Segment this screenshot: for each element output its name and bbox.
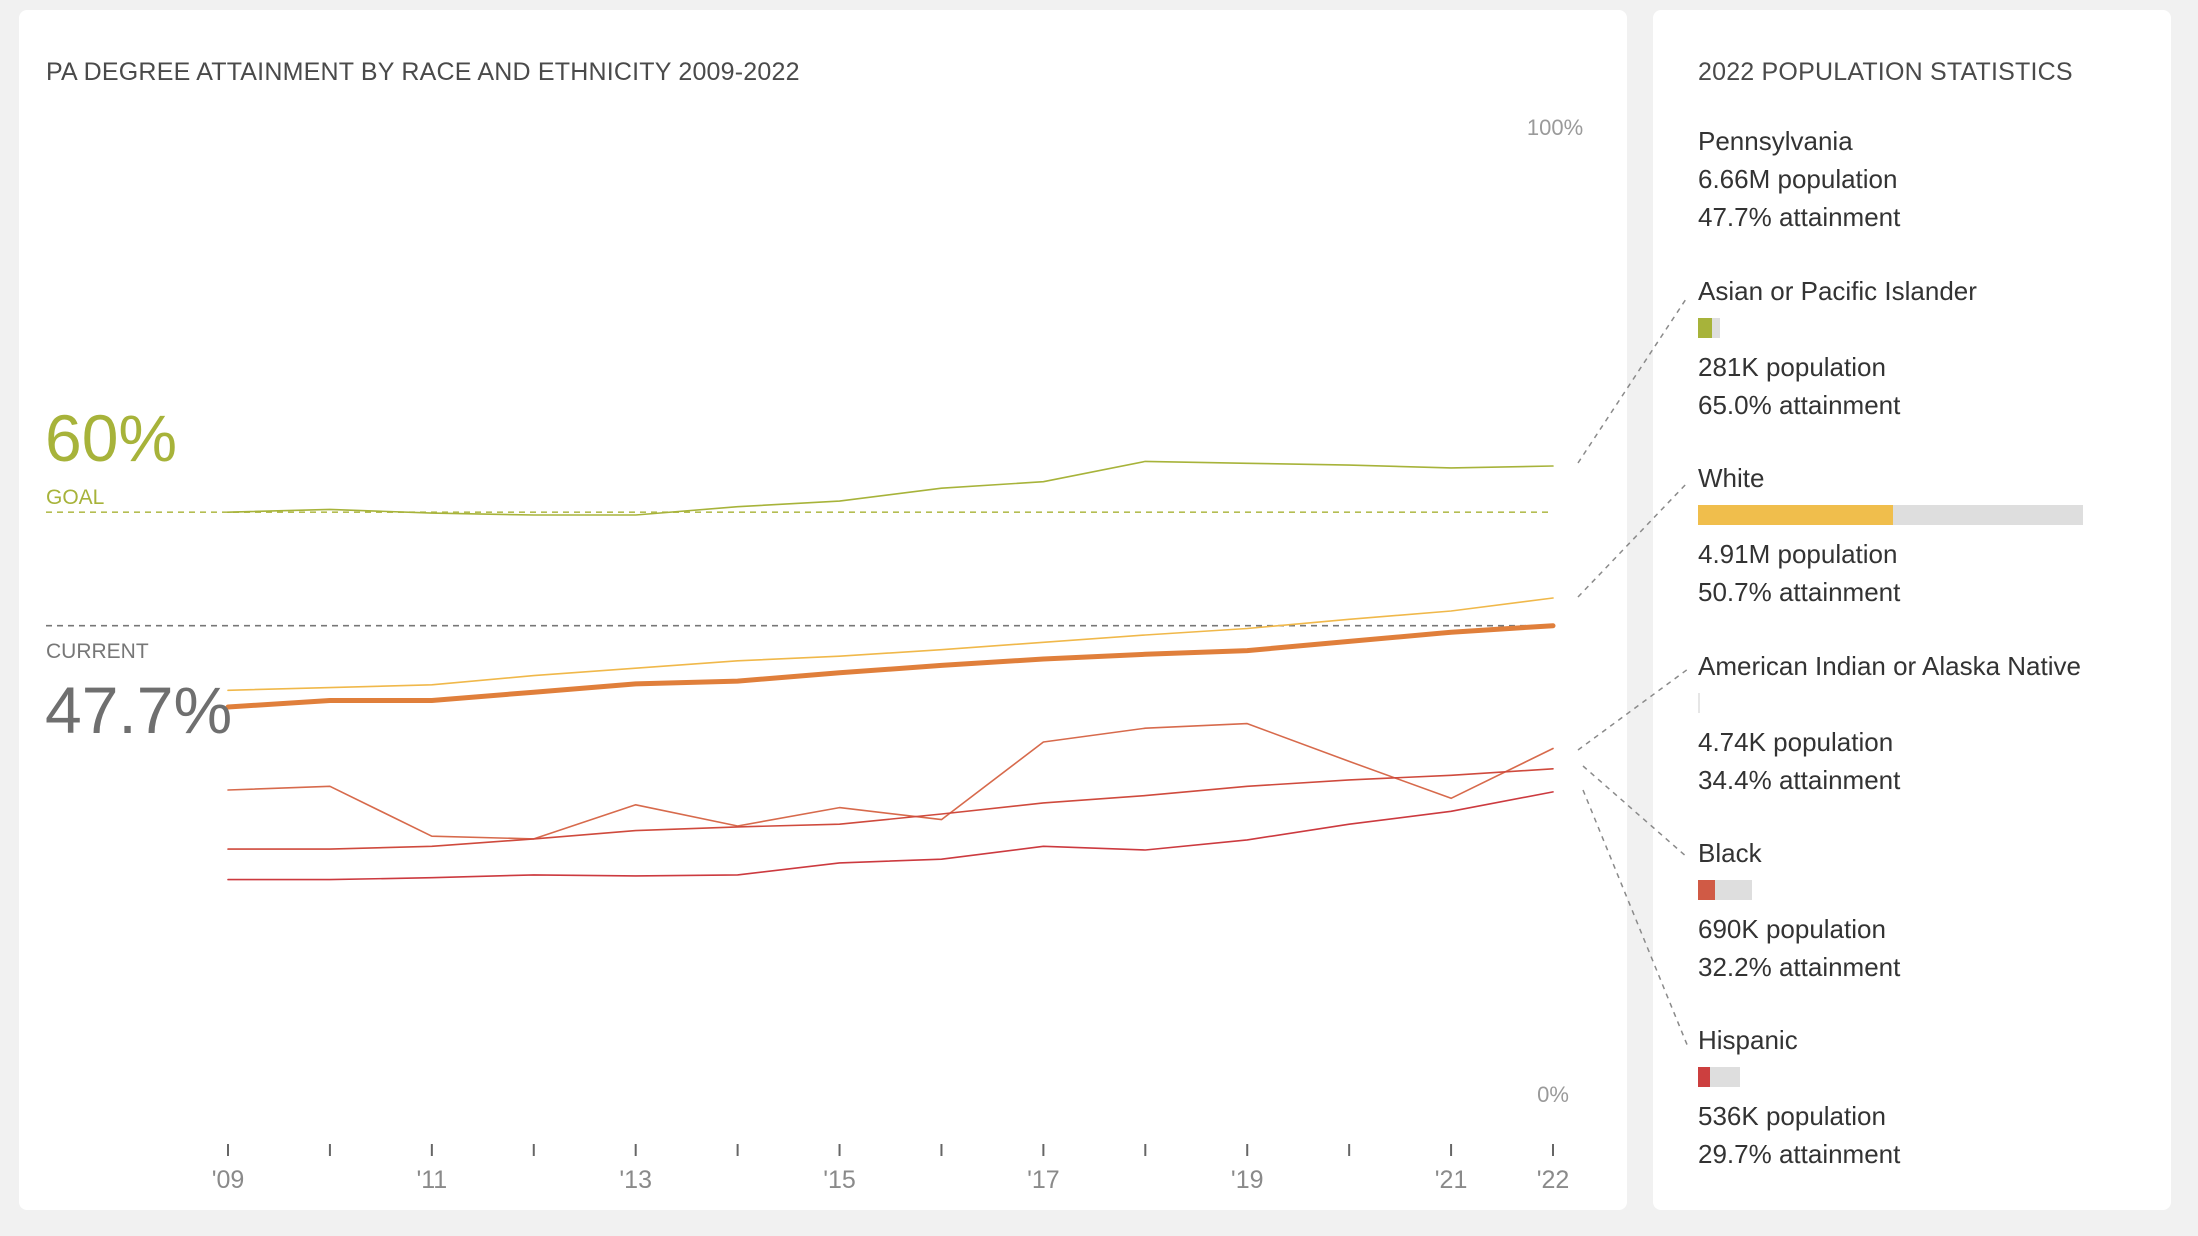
stat-name: Black xyxy=(1698,838,1762,868)
attainment-bar-fill xyxy=(1698,880,1716,900)
stat-hispanic[interactable]: Hispanic 536K population 29.7% attainmen… xyxy=(1698,1021,2158,1173)
stat-population: 690K population xyxy=(1698,914,1886,944)
connector-line xyxy=(1577,668,1689,751)
stat-population: 536K population xyxy=(1698,1101,1886,1131)
y-axis-label-top: 100% xyxy=(1527,115,1583,140)
x-tick-label: '15 xyxy=(823,1166,856,1194)
current-value: 47.7% xyxy=(45,673,233,747)
stat-name: American Indian or Alaska Native xyxy=(1698,651,2081,681)
stat-attainment: 47.7% attainment xyxy=(1698,202,1901,232)
line-chart: 100% 0% '09 '11 '13 '15 '17 '19 '21 '22 xyxy=(46,115,1583,1194)
stat-asian-pacific-islander[interactable]: Asian or Pacific Islander 281K populatio… xyxy=(1698,272,2158,424)
series-line-hispanic xyxy=(227,791,1554,881)
goal-value: 60% xyxy=(45,401,178,475)
stat-attainment: 50.7% attainment xyxy=(1698,577,1901,607)
series-line-white xyxy=(227,597,1554,692)
population-bar xyxy=(1698,693,1700,713)
connector-line xyxy=(1577,295,1689,464)
stat-attainment: 32.2% attainment xyxy=(1698,952,1901,982)
stat-name: Hispanic xyxy=(1698,1025,1798,1055)
x-tick-label: '13 xyxy=(619,1166,652,1194)
connector-line xyxy=(1582,789,1689,1048)
chart-title: PA DEGREE ATTAINMENT BY RACE AND ETHNICI… xyxy=(46,58,800,86)
stat-population: 4.74K population xyxy=(1698,727,1894,757)
chart-panel: PA DEGREE ATTAINMENT BY RACE AND ETHNICI… xyxy=(19,10,1627,1210)
stat-name: Asian or Pacific Islander xyxy=(1698,276,1977,306)
x-tick-label: '11 xyxy=(416,1166,447,1194)
stat-population: 6.66M population xyxy=(1698,164,1898,194)
x-tick-label: '19 xyxy=(1231,1166,1264,1194)
stat-attainment: 34.4% attainment xyxy=(1698,765,1901,795)
x-tick-label: '17 xyxy=(1027,1166,1060,1194)
connector-line xyxy=(1577,481,1689,598)
y-axis-label-bottom: 0% xyxy=(1537,1082,1569,1107)
x-tick-label: '09 xyxy=(212,1166,245,1194)
series-line-american-indian-or-alaska-native xyxy=(227,722,1554,840)
stat-attainment: 65.0% attainment xyxy=(1698,390,1901,420)
stat-name: White xyxy=(1698,463,1765,493)
goal-label: GOAL xyxy=(46,486,105,509)
stat-population: 4.91M population xyxy=(1698,539,1898,569)
population-bar xyxy=(1698,1067,1740,1087)
stat-white[interactable]: White 4.91M population 50.7% attainment xyxy=(1698,459,2158,611)
connector-line xyxy=(1582,765,1689,859)
stat-attainment: 29.7% attainment xyxy=(1698,1139,1901,1169)
attainment-bar-fill xyxy=(1698,318,1713,338)
stats-title: 2022 POPULATION STATISTICS xyxy=(1698,58,2073,86)
population-bar xyxy=(1698,880,1753,900)
stats-panel: 2022 POPULATION STATISTICS Pennsylvania … xyxy=(1653,10,2171,1210)
attainment-bar-fill xyxy=(1698,693,1699,713)
stat-name: Pennsylvania xyxy=(1698,126,1853,156)
attainment-bar-fill xyxy=(1698,505,1894,525)
attainment-bar-fill xyxy=(1698,1067,1711,1087)
stat-black[interactable]: Black 690K population 32.2% attainment xyxy=(1698,834,2158,986)
stat-pennsylvania[interactable]: Pennsylvania 6.66M population 47.7% atta… xyxy=(1698,122,2158,236)
x-tick-label: '22 xyxy=(1537,1166,1570,1194)
population-bar xyxy=(1698,318,1720,338)
population-bar xyxy=(1698,505,2083,525)
stat-population: 281K population xyxy=(1698,352,1886,382)
current-label: CURRENT xyxy=(46,640,149,663)
series-line-asian-or-pacific-islander xyxy=(227,460,1554,516)
x-tick-label: '21 xyxy=(1435,1166,1468,1194)
stat-american-indian-alaska-native[interactable]: American Indian or Alaska Native 4.74K p… xyxy=(1698,647,2158,799)
series-line-pennsylvania xyxy=(225,623,1556,710)
series-line-black xyxy=(227,767,1554,850)
